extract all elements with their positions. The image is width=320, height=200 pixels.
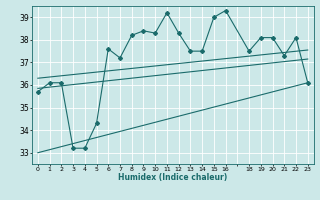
- X-axis label: Humidex (Indice chaleur): Humidex (Indice chaleur): [118, 173, 228, 182]
